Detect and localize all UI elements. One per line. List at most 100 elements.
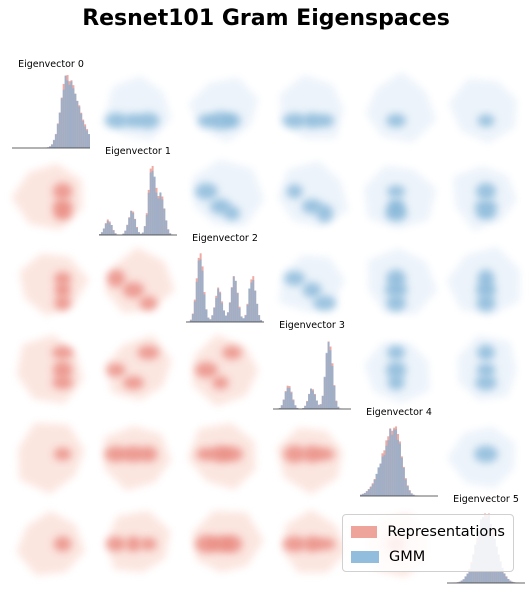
histogram-bar-gmm xyxy=(385,445,388,496)
density-panel-r0-c3 xyxy=(280,75,344,139)
density-blob xyxy=(387,375,405,391)
histogram-bar-gmm xyxy=(191,314,194,322)
histogram-bar-gmm xyxy=(201,270,204,322)
histogram-bar-gmm xyxy=(153,176,156,235)
histogram-bar-gmm xyxy=(499,561,502,583)
density-blob xyxy=(386,295,407,312)
density-blob xyxy=(53,206,72,221)
histogram-bar-gmm xyxy=(199,259,202,322)
histogram-bar-gmm xyxy=(213,307,216,322)
histogram-bar-gmm xyxy=(88,134,90,148)
histogram-bar-gmm xyxy=(128,217,131,235)
density-blob xyxy=(386,269,406,288)
histogram-bar-gmm xyxy=(306,401,309,409)
density-panel-r1-c0 xyxy=(11,163,83,230)
density-blob xyxy=(302,282,322,298)
histogram-bar-gmm xyxy=(460,580,463,583)
histogram-bar-gmm xyxy=(294,405,297,409)
histogram-bar-gmm xyxy=(302,408,305,409)
histogram-bar-gmm xyxy=(143,226,146,235)
histogram-bar-gmm xyxy=(399,443,401,496)
density-blob xyxy=(316,204,334,223)
histogram-bar-gmm xyxy=(319,404,322,409)
histogram-bar-gmm xyxy=(308,394,311,409)
histogram-bar-gmm xyxy=(60,98,63,148)
histogram-bar-gmm xyxy=(203,294,206,322)
density-blob xyxy=(303,535,321,553)
density-blob xyxy=(52,361,73,379)
histogram-bar-gmm xyxy=(246,305,249,322)
histogram-bar-gmm xyxy=(64,75,67,148)
histogram-bar-gmm xyxy=(258,315,261,322)
histogram-bar-gmm xyxy=(333,385,336,409)
density-blob xyxy=(123,113,144,128)
histogram-bar-gmm xyxy=(391,434,394,496)
density-blob xyxy=(476,363,496,377)
histogram-bar-gmm xyxy=(254,290,257,322)
histogram-bar-gmm xyxy=(155,192,158,235)
histogram-bar-gmm xyxy=(371,484,374,496)
density-blob xyxy=(53,536,72,552)
density-panel-r0-c2 xyxy=(188,77,259,143)
legend: Representations GMM xyxy=(342,514,514,572)
histogram-bar-gmm xyxy=(84,126,87,148)
histogram-bar-gmm xyxy=(244,315,247,322)
histogram-bar-gmm xyxy=(278,408,281,409)
histogram-bar-gmm xyxy=(395,429,398,496)
histogram-bar-gmm xyxy=(130,211,133,235)
density-panel-r3-c0 xyxy=(16,334,84,404)
histogram-bar-gmm xyxy=(377,467,380,496)
histogram-bar-gmm xyxy=(466,573,469,583)
histogram-bar-gmm xyxy=(167,229,170,235)
histogram-bar-gmm xyxy=(329,350,332,409)
density-blob xyxy=(54,271,72,285)
histogram-bar-gmm xyxy=(410,493,413,496)
density-blob xyxy=(122,445,145,463)
histogram-bar-gmm xyxy=(381,456,384,496)
density-panel-r0-c1 xyxy=(105,75,172,141)
density-blob xyxy=(282,113,307,128)
histogram-bar-gmm xyxy=(70,81,73,148)
density-blob xyxy=(51,346,74,360)
legend-label-representations: Representations xyxy=(387,523,505,540)
histogram-bar-gmm xyxy=(325,352,328,409)
histogram-bar-gmm xyxy=(195,281,198,322)
density-blob xyxy=(315,114,335,128)
density-blob xyxy=(104,112,128,129)
histogram-bar-gmm xyxy=(404,479,407,496)
legend-item-representations: Representations xyxy=(351,519,505,544)
histogram-bar-gmm xyxy=(52,140,55,148)
histogram-bar-gmm xyxy=(312,390,314,409)
legend-item-gmm: GMM xyxy=(351,544,505,569)
histogram-bar-gmm xyxy=(464,576,467,583)
histogram-bar-gmm xyxy=(54,134,57,148)
histogram-bar-gmm xyxy=(102,228,105,235)
density-blob xyxy=(106,269,126,288)
histogram-bar-gmm xyxy=(80,113,83,148)
histogram-bar-gmm xyxy=(252,280,255,322)
density-blob xyxy=(106,363,126,377)
histogram-bar-gmm xyxy=(234,280,237,322)
histogram-bar-gmm xyxy=(327,342,330,409)
histogram-bar-gmm xyxy=(363,492,366,496)
density-blob xyxy=(212,376,229,390)
histogram-bar-gmm xyxy=(136,227,138,235)
legend-swatch-gmm xyxy=(351,550,379,563)
diagonal-label-4: Eigenvector 4 xyxy=(366,407,432,418)
histogram-bar-gmm xyxy=(66,80,69,148)
density-blob xyxy=(106,536,126,552)
density-blob xyxy=(104,446,128,462)
histogram-bar-gmm xyxy=(379,463,382,496)
density-blob xyxy=(283,445,306,463)
histogram-bar-gmm xyxy=(221,303,224,322)
histogram-bar-gmm xyxy=(225,315,227,322)
histogram-bar-gmm xyxy=(134,219,137,235)
histogram-bar-gmm xyxy=(360,494,362,496)
density-blob xyxy=(122,376,145,390)
histogram-bar-gmm xyxy=(226,312,229,322)
histogram-bar-gmm xyxy=(365,491,368,496)
histogram-bar-gmm xyxy=(282,399,285,409)
histogram-bar-gmm xyxy=(104,223,107,235)
histogram-bar-gmm xyxy=(503,573,506,583)
histogram-bar-gmm xyxy=(290,392,293,409)
